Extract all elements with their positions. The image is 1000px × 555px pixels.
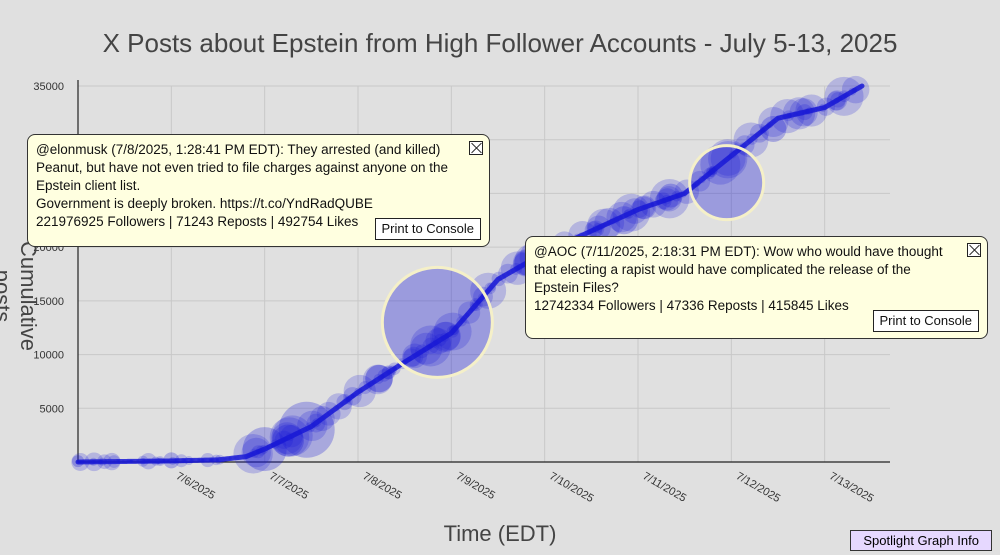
post-point — [610, 206, 638, 235]
x-tick-label: 7/12/2025 — [734, 470, 782, 505]
y-tick-label: 35000 — [33, 81, 64, 93]
highlighted-post-aoc — [688, 144, 766, 222]
chart-title: X Posts about Epstein from High Follower… — [102, 28, 898, 58]
post-point — [242, 427, 287, 472]
y-axis-label: Cumulative posts — [0, 240, 41, 352]
print-to-console-button[interactable]: Print to Console — [374, 218, 481, 240]
y-tick-label: 10000 — [33, 350, 64, 362]
print-to-console-button[interactable]: Print to Console — [872, 310, 979, 332]
cumulative-line — [75, 83, 865, 465]
y-tick-label: 5000 — [40, 403, 64, 415]
close-icon[interactable] — [967, 243, 981, 257]
tooltip-stats: 221976925 Followers | 71243 Reposts | 49… — [36, 214, 359, 229]
x-tick-label: 7/6/2025 — [174, 470, 217, 502]
tooltip-body: Government is deeply broken. https://t.c… — [36, 196, 373, 211]
post-point — [658, 183, 683, 208]
x-tick-label: 7/13/2025 — [827, 470, 875, 505]
close-icon[interactable] — [469, 141, 483, 155]
highlighted-post-elonmusk — [380, 265, 494, 379]
y-tick-label: 15000 — [33, 296, 64, 308]
post-point — [278, 401, 335, 458]
post-point — [72, 455, 84, 468]
x-tick-label: 7/11/2025 — [641, 470, 689, 504]
tooltip-aoc: @AOC (7/11/2025, 2:18:31 PM EDT): Wow wh… — [525, 236, 988, 339]
tooltip-header: @AOC (7/11/2025, 2:18:31 PM EDT): Wow wh… — [534, 244, 943, 295]
post-point — [760, 115, 787, 142]
spotlight-graph-info-button[interactable]: Spotlight Graph Info — [850, 530, 992, 551]
x-tick-label: 7/7/2025 — [267, 470, 310, 502]
x-tick-label: 7/8/2025 — [361, 470, 404, 502]
tooltip-elonmusk: @elonmusk (7/8/2025, 1:28:41 PM EDT): Th… — [27, 134, 490, 247]
x-tick-label: 7/9/2025 — [454, 470, 497, 502]
tooltip-header: @elonmusk (7/8/2025, 1:28:41 PM EDT): Th… — [36, 142, 449, 193]
tooltip-stats: 12742334 Followers | 47336 Reposts | 415… — [534, 298, 849, 313]
post-point — [163, 452, 180, 469]
x-tick-label: 7/10/2025 — [547, 470, 595, 505]
post-point — [272, 424, 304, 457]
x-axis-label: Time (EDT) — [443, 521, 557, 546]
